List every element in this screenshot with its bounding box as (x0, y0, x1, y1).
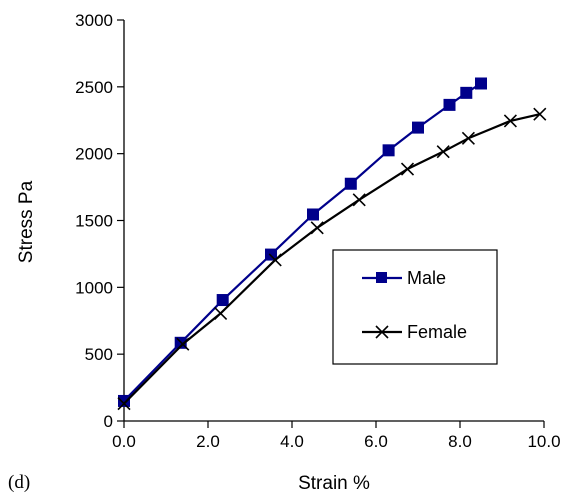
data-point-male (118, 394, 130, 407)
data-point-female (503, 114, 517, 128)
data-point-male (265, 248, 277, 261)
x-tick-label: 4.0 (280, 432, 304, 451)
panel-label: (d) (8, 472, 30, 493)
data-point-female (117, 397, 131, 411)
x-tick-label: 8.0 (448, 432, 472, 451)
legend-label-female: Female (407, 322, 467, 342)
data-point-male (344, 177, 357, 190)
data-point-male (382, 144, 395, 157)
data-point-female (400, 162, 415, 176)
data-point-female (268, 253, 282, 267)
axes: 0 500 1000 1500 2000 2500 3000 0.0 2.0 4.0 6.0 8.0 1… (75, 11, 560, 451)
y-tick-label: 1000 (75, 278, 113, 297)
data-point-female (352, 193, 366, 207)
legend-box (332, 249, 498, 365)
x-tick-label: 10.0 (527, 432, 560, 451)
data-point-female (461, 131, 475, 145)
y-tick-label: 3000 (75, 11, 113, 30)
legend-marker-male (376, 272, 387, 283)
y-tick-label: 500 (85, 345, 113, 364)
data-point-male (460, 86, 473, 99)
legend-marker-female (375, 325, 389, 339)
legend-label-male: Male (407, 268, 446, 288)
x-tick-label: 6.0 (364, 432, 388, 451)
data-point-female (214, 306, 228, 320)
data-point-female (310, 221, 324, 235)
data-point-female (436, 145, 450, 159)
y-tick-label: 1500 (75, 212, 113, 231)
series-layer (117, 77, 547, 411)
x-tick-label: 2.0 (196, 432, 220, 451)
y-tick-label: 2500 (75, 78, 113, 97)
y-axis-title: Stress Pa (16, 180, 37, 263)
data-point-male (216, 294, 229, 307)
data-point-female (533, 107, 547, 121)
data-point-male (412, 121, 424, 134)
x-axis-title: Strain % (298, 473, 370, 493)
x-tick-label: 0.0 (112, 432, 136, 451)
y-tick-label: 2000 (75, 145, 113, 164)
legend: Male Female (332, 249, 498, 365)
data-point-female (176, 337, 190, 351)
data-point-male (443, 98, 456, 111)
y-tick-label: 0 (104, 412, 113, 431)
data-point-male (307, 208, 319, 221)
data-point-male (475, 77, 487, 90)
